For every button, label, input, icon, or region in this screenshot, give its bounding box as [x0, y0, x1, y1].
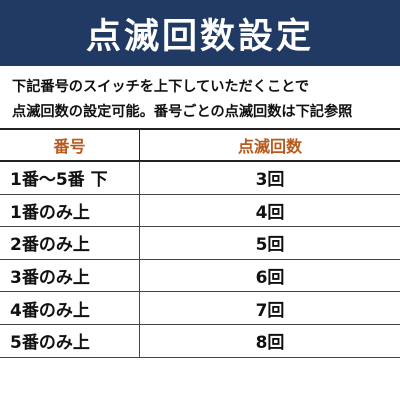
table-row: 1番のみ上 4回 [0, 194, 400, 228]
row-count: 4回 [255, 202, 285, 223]
row-switch: 2番のみ上 [0, 227, 140, 259]
row-count: 5回 [255, 235, 285, 256]
row-switch: 1番～5番 下 [0, 162, 140, 194]
table-row: 2番のみ上 5回 [0, 227, 400, 260]
table-row: 3番のみ上 6回 [0, 259, 400, 293]
page-title: 点滅回数設定 [85, 16, 314, 57]
blink-count-table: 番号 点滅回数 1番～5番 下 3回 1番のみ上 4回 2番のみ上 5回 3番の… [0, 128, 400, 358]
row-count: 8回 [255, 333, 285, 354]
description: 下記番号のスイッチを上下していただくことで 点滅回数の設定可能。番号ごとの点滅回… [12, 75, 400, 125]
header-blink-count: 点滅回数 [237, 137, 302, 156]
table-row: 4番のみ上 7回 [0, 292, 400, 325]
row-switch: 1番のみ上 [0, 194, 140, 227]
row-count: 7回 [255, 300, 285, 321]
row-switch: 5番のみ上 [0, 324, 140, 357]
row-count: 6回 [255, 268, 285, 289]
row-switch: 4番のみ上 [0, 292, 140, 324]
header-number: 番号 [0, 130, 140, 160]
description-line-2: 点滅回数の設定可能。番号ごとの点滅回数は下記参照 [12, 104, 353, 120]
title-banner: 点滅回数設定 [0, 0, 400, 66]
table-row: 5番のみ上 8回 [0, 324, 400, 358]
description-line-1: 下記番号のスイッチを上下していただくことで [12, 79, 310, 95]
table-header: 番号 点滅回数 [0, 128, 400, 162]
row-count: 3回 [255, 170, 285, 191]
row-switch: 3番のみ上 [0, 259, 140, 292]
table-row: 1番～5番 下 3回 [0, 162, 400, 195]
